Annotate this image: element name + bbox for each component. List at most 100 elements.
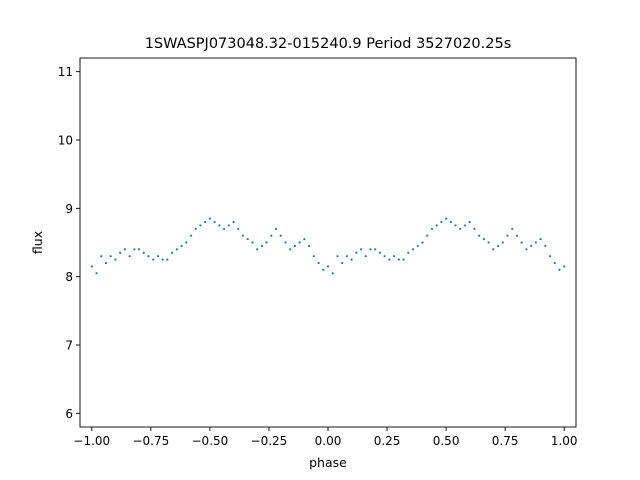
x-tick-label: 0.50 [433,434,460,448]
data-point [104,261,108,265]
data-point [109,255,112,258]
data-point [246,237,249,241]
data-point [194,227,197,230]
data-point [251,241,254,244]
data-point [326,265,330,268]
data-point [274,227,278,230]
data-point [459,227,462,230]
data-point [256,248,259,251]
data-point [336,255,339,258]
data-point [222,227,226,230]
data-point [520,241,523,244]
data-point [511,227,514,230]
data-point [322,268,325,271]
data-point [289,248,292,251]
data-point [100,255,103,258]
data-point [421,241,424,244]
data-point [218,224,221,227]
data-point [440,220,443,224]
x-tick-label: 0.75 [492,434,519,448]
data-point [530,244,533,248]
y-tick-label: 9 [65,202,73,216]
data-point [388,258,391,261]
data-point [175,248,178,251]
data-point [492,248,495,251]
data-point [308,244,311,248]
data-point [237,227,240,230]
data-point [119,251,122,254]
data-point [185,241,188,244]
chart-title: 1SWASPJ073048.32-015240.9 Period 3527020… [145,36,512,52]
data-point [525,248,528,251]
data-point [548,255,552,258]
data-point [128,255,131,258]
data-point [468,220,471,224]
scatter-points [90,217,566,275]
x-tick-label: −1.00 [73,434,110,448]
data-point [232,220,235,224]
data-point [445,217,448,220]
data-point [208,217,211,220]
data-point [435,224,438,227]
data-point [544,244,547,248]
data-point [123,248,126,251]
y-tick-label: 7 [65,339,73,353]
data-point [378,251,382,254]
data-point [383,255,386,258]
y-axis-label: flux [30,231,45,254]
x-tick-label: −0.25 [251,434,288,448]
data-point [359,248,363,251]
data-point [293,244,297,248]
data-point [369,248,372,251]
x-tick-label: 0.00 [315,434,342,448]
x-axis-label: phase [309,455,347,470]
data-point [166,258,169,261]
data-point [284,241,287,244]
y-axis: 6 7 8 9 10 11 [58,65,80,421]
data-point [478,234,481,237]
data-point [298,241,301,244]
data-point [355,251,358,254]
data-point [133,248,136,251]
data-point [463,224,467,227]
data-point [114,258,117,261]
data-point [303,237,306,241]
data-point [265,241,268,244]
data-point [260,244,263,248]
data-point [152,258,155,261]
data-point [95,272,98,275]
data-point [364,255,367,258]
data-point [156,255,160,258]
x-tick-label: −0.75 [132,434,169,448]
data-point [147,255,150,258]
data-point [426,234,429,237]
data-point [189,234,193,237]
data-point [487,241,490,244]
data-point [317,261,320,265]
data-point [449,220,452,224]
data-point [416,244,419,248]
data-point [171,251,174,254]
data-point [553,261,556,265]
data-point [454,224,457,227]
x-tick-label: −0.50 [192,434,229,448]
data-point [241,234,245,237]
data-point [204,220,207,224]
y-tick-label: 6 [65,407,73,421]
data-point [137,248,141,251]
data-point [279,234,282,237]
data-point [199,224,202,227]
x-axis: −1.00 −0.75 −0.50 −0.25 0.00 0.25 0.50 0.75 1.00 [73,427,578,448]
data-point [350,258,353,261]
x-tick-label: 1.00 [551,434,578,448]
data-point [345,255,348,258]
data-point [341,261,344,265]
y-tick-label: 10 [58,134,73,148]
data-point [563,265,566,268]
data-point [180,244,183,248]
data-point [331,272,334,275]
data-point [393,255,396,258]
data-point [407,251,410,254]
data-point [539,237,542,241]
